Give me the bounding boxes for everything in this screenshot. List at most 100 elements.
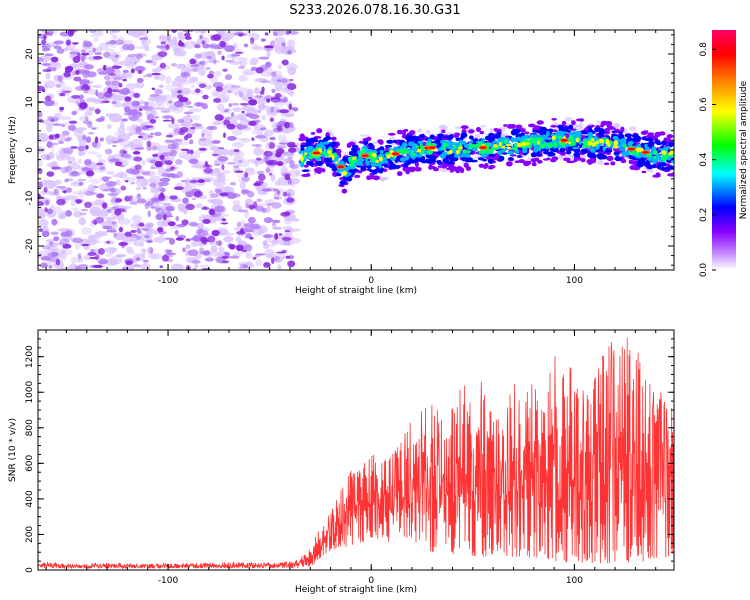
noise-blob-light xyxy=(106,258,118,266)
signal-blob xyxy=(620,158,627,164)
noise-blob-medium xyxy=(85,136,92,143)
noise-blob-light xyxy=(237,240,247,245)
noise-blob-medium xyxy=(149,93,160,97)
signal-blob xyxy=(496,131,502,137)
noise-blob-medium xyxy=(90,248,95,253)
signal-blob xyxy=(565,150,572,155)
signal-blob xyxy=(653,152,659,155)
signal-blob xyxy=(651,157,658,163)
noise-blob-medium xyxy=(135,257,141,261)
signal-blob xyxy=(631,133,640,139)
noise-blob-light xyxy=(127,249,135,255)
noise-blob-medium xyxy=(115,254,127,258)
noise-blob-medium xyxy=(99,137,105,142)
signal-blob xyxy=(516,142,522,148)
noise-blob-medium xyxy=(122,153,132,159)
snr-xtick-label: 0 xyxy=(368,576,374,586)
noise-blob-medium xyxy=(237,209,249,213)
noise-blob-light xyxy=(158,73,166,81)
noise-blob-medium xyxy=(112,145,117,148)
noise-blob-dark xyxy=(234,51,244,54)
signal-blob xyxy=(510,137,516,143)
noise-blob-light xyxy=(127,71,133,79)
signal-blob xyxy=(580,148,589,154)
noise-blob-medium xyxy=(287,192,291,198)
noise-blob-light xyxy=(60,249,73,256)
signal-blob xyxy=(627,142,633,147)
noise-blob-light xyxy=(160,94,174,103)
noise-blob-light xyxy=(245,252,253,259)
noise-blob-light xyxy=(266,110,278,118)
noise-blob-medium xyxy=(107,192,119,197)
noise-blob-medium xyxy=(132,264,142,268)
noise-blob-light xyxy=(218,246,225,252)
noise-blob-light xyxy=(277,264,282,270)
signal-blob xyxy=(460,125,469,129)
signal-blob xyxy=(303,164,309,168)
noise-blob-light xyxy=(125,246,134,253)
noise-blob-medium xyxy=(238,160,243,163)
signal-blob xyxy=(644,143,648,150)
noise-blob-light xyxy=(212,179,226,187)
noise-blob-dark xyxy=(51,166,62,170)
noise-blob-medium xyxy=(142,187,148,190)
spectrogram-ytick-label: -20 xyxy=(25,238,35,253)
noise-blob-dark xyxy=(281,249,287,253)
noise-blob-medium xyxy=(288,123,294,128)
noise-blob-medium xyxy=(48,265,53,269)
signal-blob xyxy=(536,120,544,125)
noise-blob-medium xyxy=(83,91,89,94)
signal-peak xyxy=(391,151,401,157)
signal-blob xyxy=(405,150,410,154)
signal-blob xyxy=(537,137,541,141)
noise-blob-light xyxy=(179,141,191,146)
noise-blob-medium xyxy=(81,167,90,172)
noise-blob-light xyxy=(105,112,114,118)
noise-blob-light xyxy=(277,64,283,70)
signal-halo xyxy=(454,126,463,130)
noise-blob-light xyxy=(236,56,249,62)
signal-blob xyxy=(550,125,558,128)
signal-blob xyxy=(509,124,516,129)
noise-blob-medium xyxy=(158,181,169,186)
noise-blob-medium xyxy=(243,244,253,252)
noise-blob-dark xyxy=(124,195,131,202)
spectrogram-signal-ridge xyxy=(294,116,674,194)
signal-blob xyxy=(524,134,529,139)
noise-blob-medium xyxy=(59,140,64,144)
noise-blob-dark xyxy=(43,187,48,193)
noise-blob-light xyxy=(77,189,85,199)
signal-blob xyxy=(420,133,425,139)
noise-blob-medium xyxy=(292,107,299,112)
noise-blob-dark xyxy=(44,207,48,213)
noise-blob-dark xyxy=(85,87,90,90)
noise-blob-dark xyxy=(59,106,65,111)
noise-blob-dark xyxy=(43,34,47,41)
noise-blob-dark xyxy=(118,82,123,88)
noise-blob-medium xyxy=(85,71,97,78)
noise-blob-medium xyxy=(272,226,283,230)
noise-blob-light xyxy=(86,88,98,96)
signal-blob xyxy=(493,144,498,148)
noise-blob-medium xyxy=(146,200,154,206)
noise-blob-light xyxy=(257,96,266,106)
noise-blob-light xyxy=(255,259,262,267)
noise-blob-medium xyxy=(114,39,125,46)
colorbar: 0.0 0.2 0.4 0.6 0.8 Normalized spectral ampl… xyxy=(699,30,749,277)
noise-blob-dark xyxy=(94,108,101,115)
signal-blob xyxy=(600,123,605,128)
signal-blob xyxy=(531,162,537,167)
noise-blob-dark xyxy=(169,195,178,200)
signal-blob xyxy=(505,161,513,167)
noise-blob-dark xyxy=(130,229,137,233)
noise-blob-medium xyxy=(154,207,161,212)
noise-blob-dark xyxy=(163,214,167,221)
signal-halo xyxy=(558,154,563,160)
noise-blob-dark xyxy=(284,230,291,233)
noise-blob-dark xyxy=(207,73,214,79)
signal-blob xyxy=(649,141,655,144)
noise-blob-medium xyxy=(238,65,246,70)
noise-blob-medium xyxy=(230,85,241,89)
noise-blob-dark xyxy=(94,136,99,144)
noise-blob-dark xyxy=(83,201,92,209)
